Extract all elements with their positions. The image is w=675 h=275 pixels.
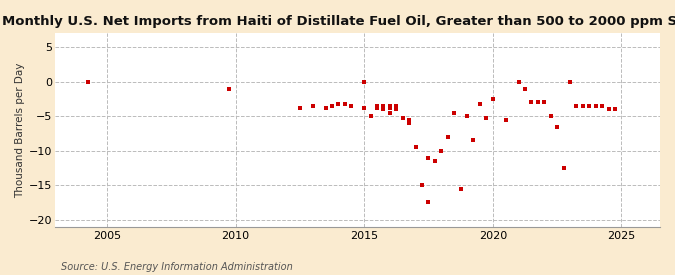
Point: [455, 186, 466, 191]
Point: [564, 79, 575, 84]
Point: [539, 100, 549, 104]
Point: [475, 101, 485, 106]
Point: [372, 106, 383, 110]
Point: [603, 107, 614, 111]
Point: [223, 86, 234, 91]
Point: [500, 117, 511, 122]
Point: [584, 104, 595, 108]
Point: [442, 135, 453, 139]
Point: [385, 104, 396, 108]
Point: [385, 106, 396, 110]
Point: [410, 145, 421, 149]
Point: [423, 200, 434, 205]
Point: [404, 117, 414, 122]
Text: Source: U.S. Energy Information Administration: Source: U.S. Energy Information Administ…: [61, 262, 292, 272]
Point: [577, 104, 588, 108]
Point: [365, 114, 376, 118]
Point: [590, 104, 601, 108]
Point: [423, 155, 434, 160]
Point: [372, 104, 383, 108]
Point: [391, 107, 402, 111]
Point: [481, 115, 492, 120]
Point: [378, 104, 389, 108]
Point: [340, 102, 350, 107]
Point: [358, 80, 369, 84]
Point: [468, 138, 479, 142]
Point: [610, 107, 620, 111]
Point: [391, 104, 402, 108]
Point: [571, 104, 582, 108]
Point: [82, 80, 93, 84]
Point: [545, 114, 556, 118]
Point: [429, 159, 440, 163]
Point: [333, 102, 344, 107]
Point: [327, 104, 338, 108]
Point: [533, 100, 543, 104]
Point: [513, 79, 524, 84]
Point: [462, 114, 472, 118]
Point: [404, 121, 414, 125]
Point: [320, 106, 331, 110]
Point: [346, 104, 356, 108]
Y-axis label: Thousand Barrels per Day: Thousand Barrels per Day: [15, 62, 25, 198]
Point: [398, 116, 408, 120]
Point: [449, 111, 460, 115]
Point: [358, 106, 369, 110]
Point: [436, 148, 447, 153]
Point: [520, 86, 531, 91]
Point: [385, 111, 396, 115]
Point: [416, 183, 427, 187]
Point: [551, 124, 562, 129]
Point: [294, 106, 305, 110]
Title: Monthly U.S. Net Imports from Haiti of Distillate Fuel Oil, Greater than 500 to : Monthly U.S. Net Imports from Haiti of D…: [2, 15, 675, 28]
Point: [558, 166, 569, 170]
Point: [307, 104, 318, 108]
Point: [487, 97, 498, 101]
Point: [597, 104, 608, 108]
Point: [526, 100, 537, 104]
Point: [378, 107, 389, 111]
